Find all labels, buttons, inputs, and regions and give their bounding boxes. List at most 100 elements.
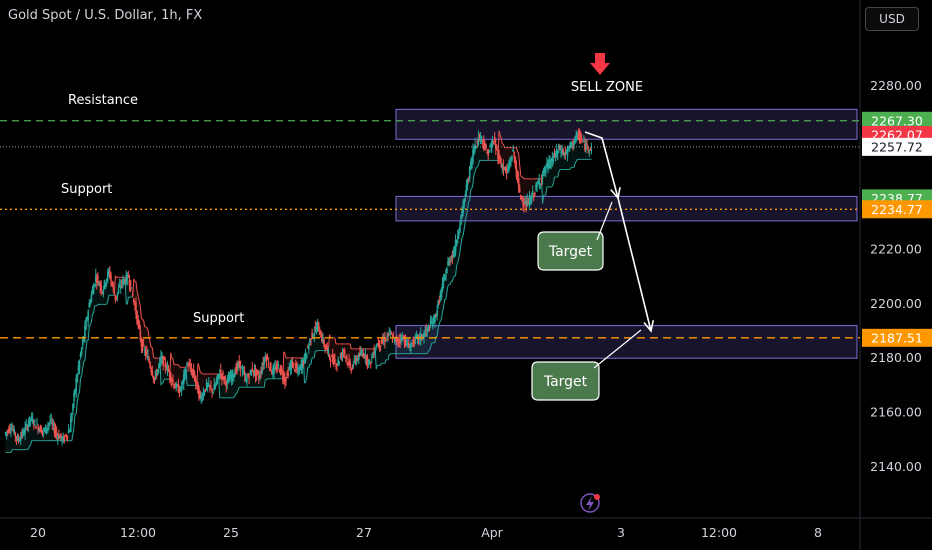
candle-body xyxy=(431,322,434,327)
candle-body xyxy=(522,202,524,205)
candle-body xyxy=(149,363,151,368)
candle-body xyxy=(206,384,209,386)
candle-body xyxy=(392,336,395,338)
candle-body xyxy=(217,374,220,376)
candle-body xyxy=(467,179,470,181)
trend-fill xyxy=(533,178,535,196)
candle-body xyxy=(425,328,428,330)
trend-line-segment xyxy=(558,169,561,173)
candle-body xyxy=(448,259,450,266)
trend-line-segment xyxy=(574,161,577,164)
candle-body xyxy=(181,380,184,384)
trend-line-segment xyxy=(575,159,578,162)
trend-line-segment xyxy=(375,365,378,370)
trend-line-segment xyxy=(438,320,441,325)
candle-body xyxy=(572,141,574,145)
trend-line-segment xyxy=(114,275,117,278)
candle-body xyxy=(566,147,569,156)
candle-body xyxy=(570,141,572,147)
x-tick-label: 20 xyxy=(30,525,46,540)
candle-body xyxy=(17,438,20,440)
candle-body xyxy=(535,184,537,190)
candle-body xyxy=(93,284,96,286)
candle-body xyxy=(550,161,553,163)
trend-line-segment xyxy=(71,433,74,441)
candle-body xyxy=(299,364,301,368)
trend-fill xyxy=(381,340,383,364)
trend-line-segment xyxy=(75,401,78,415)
candle-body xyxy=(508,165,510,171)
trend-line-segment xyxy=(27,445,30,450)
candle-body xyxy=(276,364,279,369)
price-tag xyxy=(862,137,932,156)
candle-body xyxy=(344,356,347,358)
trend-line-segment xyxy=(498,130,501,136)
candle-body xyxy=(348,359,350,365)
candle-body xyxy=(559,148,561,151)
candle-body xyxy=(312,335,314,339)
candle-body xyxy=(84,325,86,337)
candle-body xyxy=(146,350,148,354)
candle-body xyxy=(135,302,137,315)
candle-body xyxy=(356,358,359,360)
trend-line-segment xyxy=(458,252,461,259)
candle-body xyxy=(238,361,241,365)
candle-body xyxy=(328,354,331,358)
currency-selector[interactable]: USD xyxy=(865,7,919,31)
candle-body xyxy=(31,418,34,423)
trend-line-segment xyxy=(474,167,477,172)
trend-fill xyxy=(447,262,450,286)
trend-fill xyxy=(520,175,522,198)
trend-line-segment xyxy=(519,165,522,176)
candle-body xyxy=(510,159,512,161)
trend-line-segment xyxy=(475,166,478,169)
candle-body xyxy=(453,251,456,253)
candle-body xyxy=(435,316,437,318)
candle-body xyxy=(125,274,128,284)
candle-body xyxy=(549,159,551,168)
candle-body xyxy=(129,280,132,291)
candle-body xyxy=(322,337,324,341)
candle-body xyxy=(355,358,358,364)
candle-body xyxy=(361,353,363,356)
trend-fill xyxy=(562,151,564,170)
candle-body xyxy=(505,169,508,173)
price-tag xyxy=(862,111,932,130)
candle-body xyxy=(439,292,442,298)
candle-body xyxy=(589,148,592,150)
candle-body xyxy=(34,420,36,422)
candle-body xyxy=(255,369,258,375)
candle-body xyxy=(461,207,463,217)
candle-body xyxy=(273,366,275,374)
candle-body xyxy=(568,145,571,148)
candle-body xyxy=(490,144,493,152)
candle-body xyxy=(169,373,172,382)
candle-body xyxy=(590,147,593,149)
projection-arrow-1 xyxy=(584,131,619,199)
trend-line-segment xyxy=(456,262,459,266)
candle-body xyxy=(116,292,119,297)
candle-body xyxy=(367,360,370,364)
candle-body xyxy=(554,153,557,156)
candle-body xyxy=(165,368,168,370)
candle-body xyxy=(36,423,38,425)
candle-body xyxy=(90,294,93,302)
candle-body xyxy=(89,302,92,305)
candle-body xyxy=(311,332,313,338)
candle-body xyxy=(530,196,533,202)
candle-body xyxy=(284,377,286,383)
trend-line-segment xyxy=(308,364,311,368)
trend-fill xyxy=(430,322,432,348)
candle-body xyxy=(536,184,538,187)
candle-body xyxy=(496,146,498,150)
candle-body xyxy=(151,370,154,376)
trend-line-segment xyxy=(233,395,236,399)
candle-body xyxy=(542,169,545,174)
candle-body xyxy=(293,369,296,371)
trend-line-segment xyxy=(518,153,521,166)
trend-line-segment xyxy=(237,387,240,391)
trend-line-segment xyxy=(78,392,80,395)
candle-body xyxy=(228,378,231,383)
candle-body xyxy=(279,365,282,374)
